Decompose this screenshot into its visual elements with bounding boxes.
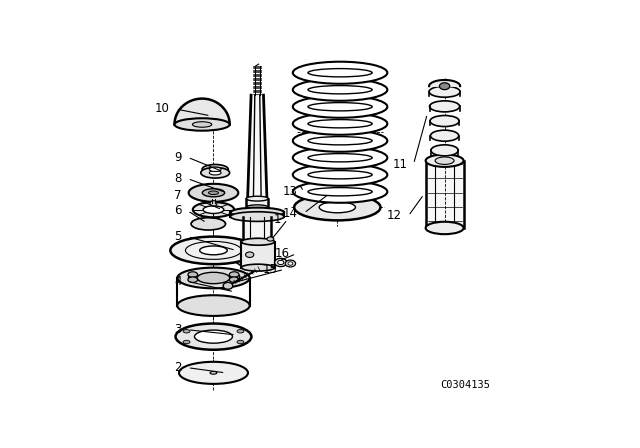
Ellipse shape — [186, 241, 241, 259]
Ellipse shape — [431, 130, 459, 141]
Polygon shape — [246, 198, 268, 207]
Polygon shape — [175, 99, 230, 125]
Ellipse shape — [210, 371, 217, 374]
Ellipse shape — [209, 191, 218, 194]
Text: 1: 1 — [274, 213, 282, 226]
Ellipse shape — [241, 264, 275, 271]
Ellipse shape — [308, 188, 372, 196]
Ellipse shape — [308, 86, 372, 94]
Ellipse shape — [191, 218, 225, 230]
Ellipse shape — [293, 96, 387, 118]
Ellipse shape — [293, 181, 387, 203]
Text: 12: 12 — [387, 209, 402, 222]
Ellipse shape — [177, 267, 250, 289]
Ellipse shape — [288, 262, 293, 265]
Text: 15: 15 — [263, 263, 278, 276]
Ellipse shape — [246, 196, 268, 201]
Ellipse shape — [293, 62, 387, 84]
Ellipse shape — [193, 202, 234, 217]
Ellipse shape — [230, 207, 284, 217]
Ellipse shape — [170, 237, 257, 264]
Ellipse shape — [440, 83, 450, 90]
Ellipse shape — [278, 260, 284, 264]
Ellipse shape — [426, 155, 463, 167]
Ellipse shape — [209, 171, 221, 175]
Ellipse shape — [430, 116, 459, 126]
Text: 9: 9 — [174, 151, 181, 164]
Ellipse shape — [188, 277, 198, 283]
Text: 13: 13 — [283, 185, 298, 198]
Text: 7: 7 — [174, 189, 181, 202]
Ellipse shape — [293, 79, 387, 101]
Ellipse shape — [308, 120, 372, 128]
Ellipse shape — [183, 330, 190, 333]
Ellipse shape — [293, 164, 387, 186]
Ellipse shape — [246, 205, 268, 210]
Polygon shape — [248, 95, 267, 198]
Ellipse shape — [229, 277, 239, 283]
Ellipse shape — [426, 222, 463, 234]
Ellipse shape — [230, 212, 284, 221]
Ellipse shape — [285, 260, 296, 267]
Text: 14: 14 — [283, 207, 298, 220]
Ellipse shape — [429, 86, 460, 97]
Text: 3: 3 — [174, 323, 181, 336]
Ellipse shape — [308, 69, 372, 77]
Ellipse shape — [175, 118, 230, 131]
Ellipse shape — [293, 113, 387, 135]
Ellipse shape — [200, 246, 227, 255]
Ellipse shape — [237, 330, 244, 333]
Ellipse shape — [293, 130, 387, 152]
Ellipse shape — [308, 154, 372, 162]
Ellipse shape — [431, 145, 458, 156]
Ellipse shape — [435, 157, 454, 164]
Ellipse shape — [241, 238, 275, 245]
Ellipse shape — [193, 122, 212, 127]
Ellipse shape — [308, 103, 372, 111]
Ellipse shape — [202, 189, 225, 197]
Ellipse shape — [223, 282, 233, 289]
Ellipse shape — [203, 206, 224, 214]
Text: 11: 11 — [392, 158, 407, 171]
Ellipse shape — [267, 237, 274, 241]
Ellipse shape — [179, 362, 248, 384]
Text: C0304135: C0304135 — [440, 380, 490, 390]
Polygon shape — [426, 161, 463, 228]
Text: 8: 8 — [174, 172, 181, 185]
Text: 10: 10 — [154, 103, 170, 116]
Ellipse shape — [202, 164, 228, 174]
Text: 4: 4 — [174, 275, 181, 288]
Ellipse shape — [294, 194, 380, 220]
Polygon shape — [429, 80, 460, 86]
Ellipse shape — [183, 340, 190, 344]
Ellipse shape — [188, 272, 198, 277]
Text: 5: 5 — [174, 230, 181, 243]
Text: 16: 16 — [275, 247, 290, 260]
Ellipse shape — [210, 201, 217, 206]
Ellipse shape — [275, 258, 287, 267]
Ellipse shape — [246, 252, 254, 258]
Polygon shape — [241, 242, 275, 267]
Ellipse shape — [209, 167, 221, 172]
Ellipse shape — [308, 171, 372, 179]
Ellipse shape — [293, 146, 387, 169]
Ellipse shape — [229, 272, 239, 277]
Ellipse shape — [177, 295, 250, 316]
Ellipse shape — [237, 340, 244, 344]
Ellipse shape — [308, 137, 372, 145]
Text: 6: 6 — [174, 204, 181, 217]
Ellipse shape — [429, 101, 460, 112]
Ellipse shape — [319, 202, 355, 213]
Ellipse shape — [175, 323, 252, 350]
Ellipse shape — [201, 168, 230, 178]
Ellipse shape — [189, 184, 238, 202]
Polygon shape — [243, 216, 271, 242]
Ellipse shape — [197, 272, 230, 284]
Ellipse shape — [243, 239, 271, 245]
Text: 2: 2 — [174, 361, 181, 374]
Ellipse shape — [195, 330, 232, 343]
